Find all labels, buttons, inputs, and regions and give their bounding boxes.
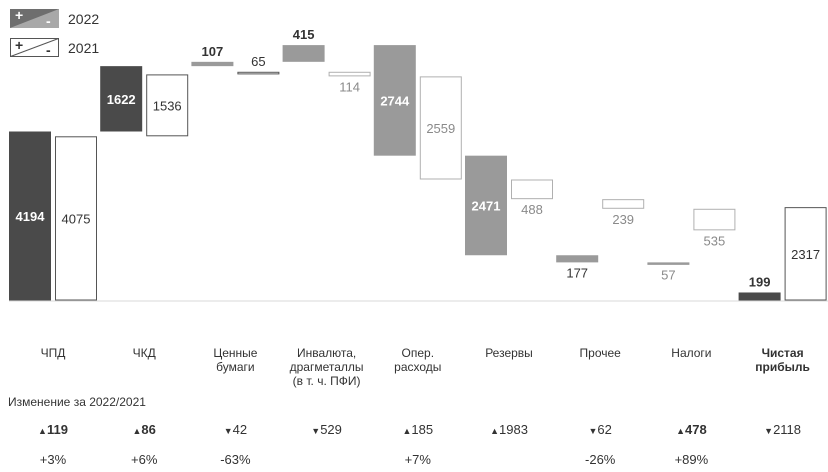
change-absolute-4: ▼529	[311, 422, 342, 437]
change-percent-2: +6%	[131, 452, 158, 467]
legend-label-2022: 2022	[68, 11, 99, 27]
bar-2022-7	[556, 255, 599, 263]
category-label-3: Ценные	[213, 346, 257, 360]
legend-plus-sign: +	[15, 37, 23, 53]
change-absolute-3: ▼42	[224, 422, 247, 437]
category-label-9: Чистая	[762, 346, 804, 360]
category-label-8: Налоги	[671, 346, 711, 360]
legend-minus-sign: -	[46, 42, 51, 58]
change-percent-8: +89%	[675, 452, 709, 467]
legend-plus-sign: +	[15, 7, 23, 23]
value-label-2022-4: 415	[293, 27, 315, 42]
legend-minus-sign: -	[46, 13, 51, 29]
value-label-2022-2: 1622	[107, 92, 136, 107]
legend-swatch-divider	[10, 38, 59, 57]
bar-2022-9	[738, 292, 781, 301]
change-absolute-6: ▲1983	[490, 422, 528, 437]
value-label-2022-9: 199	[749, 274, 771, 289]
bar-2021-4	[328, 71, 371, 77]
category-label-1: ЧПД	[41, 346, 66, 360]
category-label-5: Опер.	[402, 346, 435, 360]
bar-2021-8	[693, 208, 736, 231]
arrow-down-icon: ▼	[224, 426, 233, 436]
bar-2022-3	[191, 61, 234, 67]
change-absolute-8: ▲478	[676, 422, 707, 437]
value-label-2022-7: 177	[566, 265, 588, 280]
change-absolute-5: ▲185	[402, 422, 433, 437]
change-value: 185	[411, 422, 433, 437]
bar-2021-9	[784, 207, 827, 301]
value-label-2022-6: 2471	[472, 198, 501, 213]
change-value: 2118	[773, 422, 801, 437]
category-label-2: ЧКД	[133, 346, 156, 360]
change-absolute-9: ▼2118	[764, 422, 801, 437]
change-absolute-7: ▼62	[589, 422, 612, 437]
bar-2022-2	[100, 66, 143, 132]
category-label-5: расходы	[394, 360, 441, 374]
value-label-2022-8: 57	[661, 268, 675, 283]
legend-label-2021: 2021	[68, 40, 99, 56]
bar-2022-6	[465, 155, 507, 256]
value-label-2021-3: 65	[251, 54, 265, 69]
bar-2022-5	[373, 45, 416, 156]
category-label-7: Прочее	[580, 346, 622, 360]
value-label-2021-6: 488	[521, 202, 543, 217]
category-label-9: прибыль	[755, 360, 810, 374]
bar-2022-4	[282, 45, 325, 62]
change-percent-7: -26%	[585, 452, 616, 467]
change-value: 529	[320, 422, 342, 437]
value-label-2021-7: 239	[612, 212, 634, 227]
category-label-4: Инвалюта,	[297, 346, 356, 360]
value-label-2022-1: 4194	[16, 209, 46, 224]
bar-2022-1	[9, 131, 51, 301]
change-value: 62	[597, 422, 611, 437]
bar-2021-3	[237, 71, 280, 75]
arrow-up-icon: ▲	[402, 426, 411, 436]
category-label-4: (в т. ч. ПФИ)	[293, 374, 361, 388]
bar-2021-7	[602, 199, 645, 209]
change-value: 119	[47, 422, 68, 437]
arrow-down-icon: ▼	[764, 426, 773, 436]
value-label-2021-8: 535	[704, 233, 726, 248]
bar-2021-2	[146, 74, 189, 137]
arrow-up-icon: ▲	[490, 426, 499, 436]
change-value: 86	[141, 422, 155, 437]
value-label-2022-3: 107	[202, 44, 224, 59]
change-value: 1983	[499, 422, 528, 437]
value-label-2021-4: 114	[339, 79, 360, 94]
change-percent-1: +3%	[40, 452, 67, 467]
bar-2021-1	[55, 136, 97, 301]
arrow-up-icon: ▲	[133, 426, 142, 436]
change-value: 42	[233, 422, 247, 437]
category-label-4: драгметаллы	[290, 360, 364, 374]
arrow-down-icon: ▼	[311, 426, 320, 436]
change-absolute-2: ▲86	[133, 422, 156, 437]
category-label-3: бумаги	[216, 360, 254, 374]
value-label-2022-5: 2744	[380, 93, 410, 108]
bar-2021-5	[419, 76, 462, 180]
legend-swatch-2022-negative	[10, 9, 59, 28]
arrow-up-icon: ▲	[676, 426, 685, 436]
bar-2022-8	[647, 262, 690, 265]
value-label-2021-1: 4075	[62, 211, 91, 226]
arrow-down-icon: ▼	[589, 426, 598, 436]
bar-2021-6	[511, 179, 553, 200]
value-label-2021-9: 2317	[791, 247, 820, 262]
arrow-up-icon: ▲	[38, 426, 47, 436]
value-label-2021-2: 1536	[153, 98, 182, 113]
change-value: 478	[685, 422, 707, 437]
value-label-2021-5: 2559	[426, 121, 455, 136]
change-section-title: Изменение за 2022/2021	[8, 395, 146, 409]
category-label-6: Резервы	[485, 346, 533, 360]
change-percent-5: +7%	[405, 452, 432, 467]
change-absolute-1: ▲119	[38, 422, 68, 437]
change-percent-3: -63%	[220, 452, 251, 467]
